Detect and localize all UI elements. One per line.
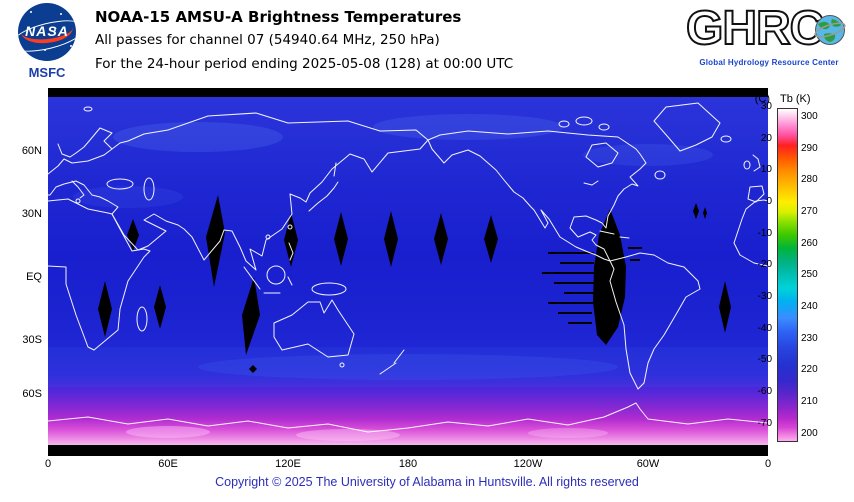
colorbar-c-tick: 20: [760, 133, 772, 144]
coastlines: [47, 102, 769, 433]
colorbar-k-tick: 290: [801, 143, 818, 154]
colorbar-c-tick: -20: [757, 259, 772, 270]
colorbar-c-tick: -70: [757, 418, 772, 429]
page-title: NOAA-15 AMSU-A Brightness Temperatures: [95, 8, 462, 26]
subtitle-channel: All passes for channel 07 (54940.64 MHz,…: [95, 32, 440, 48]
x-axis-label-120e: 120E: [275, 458, 301, 470]
world-map-svg: [47, 97, 769, 445]
colorbar-k-tick: 240: [801, 301, 818, 312]
brightness-temperature-map: [47, 97, 769, 445]
temperature-texture: [48, 114, 768, 441]
plot-top-margin: [48, 88, 768, 97]
colorbar-k-tick: 260: [801, 238, 818, 249]
copyright-notice: Copyright © 2025 The University of Alaba…: [215, 475, 639, 489]
y-axis-label-30s: 30S: [22, 334, 42, 346]
nasa-logo[interactable]: NASA MSFC: [12, 3, 84, 81]
subtitle-period: For the 24-hour period ending 2025-05-08…: [95, 56, 514, 72]
orbit-gap-shapes: [98, 195, 731, 373]
colorbar-k-tick: 230: [801, 333, 818, 344]
colorbar-k-tick: 210: [801, 396, 818, 407]
ghrc-subtitle: Global Hydrology Resource Center: [699, 58, 839, 67]
colorbar-c-tick: -10: [757, 228, 772, 239]
colorbar-k-tick: 250: [801, 269, 818, 280]
colorbar-c-tick: -40: [757, 323, 772, 334]
nasa-wordmark: NASA: [25, 23, 69, 39]
colorbar-unit-kelvin: Tb (K): [780, 93, 811, 105]
x-axis-label-0e: 0: [764, 458, 772, 470]
colorbar-c-tick: 0: [766, 196, 772, 207]
y-axis-label-30n: 30N: [21, 208, 42, 220]
globe-icon: [814, 15, 846, 45]
y-axis-label-60s: 60S: [22, 388, 42, 400]
colorbar-c-tick: -50: [757, 354, 772, 365]
colorbar-k-tick: 300: [801, 111, 818, 122]
x-axis-label-60w: 60W: [636, 458, 660, 470]
x-axis-label-120w: 120W: [513, 458, 543, 470]
colorbar-k-tick: 220: [801, 364, 818, 375]
ghrc-wordmark: GHRC: [686, 2, 824, 55]
nasa-emblem-icon: NASA: [18, 3, 76, 61]
y-axis-label-60n: 60N: [21, 145, 42, 157]
plot-bottom-margin: [48, 445, 768, 456]
colorbar-c-tick: 10: [760, 164, 772, 175]
ghrc-logo[interactable]: GHRC Global Hydrology Resource Center: [685, 0, 852, 84]
msfc-label: MSFC: [28, 65, 66, 80]
colorbar-gradient: [777, 108, 798, 442]
colorbar-k-tick: 270: [801, 206, 818, 217]
y-axis-label-eq: EQ: [26, 271, 42, 283]
colorbar-c-tick: 30: [760, 101, 772, 112]
colorbar-k-tick: 200: [801, 428, 818, 439]
ghrc-wordmark-svg: GHRC: [685, 1, 826, 56]
colorbar-k-tick: 280: [801, 174, 818, 185]
colorbar-c-tick: -60: [757, 386, 772, 397]
colorbar-unit-celsius: (C): [754, 93, 770, 105]
nasa-stars-decor: [30, 11, 32, 13]
x-axis-label-0w: 0: [44, 458, 52, 470]
temperature-field: [48, 97, 768, 445]
x-axis-label-60e: 60E: [158, 458, 178, 470]
colorbar-c-tick: -30: [757, 291, 772, 302]
x-axis-label-180: 180: [398, 458, 418, 470]
